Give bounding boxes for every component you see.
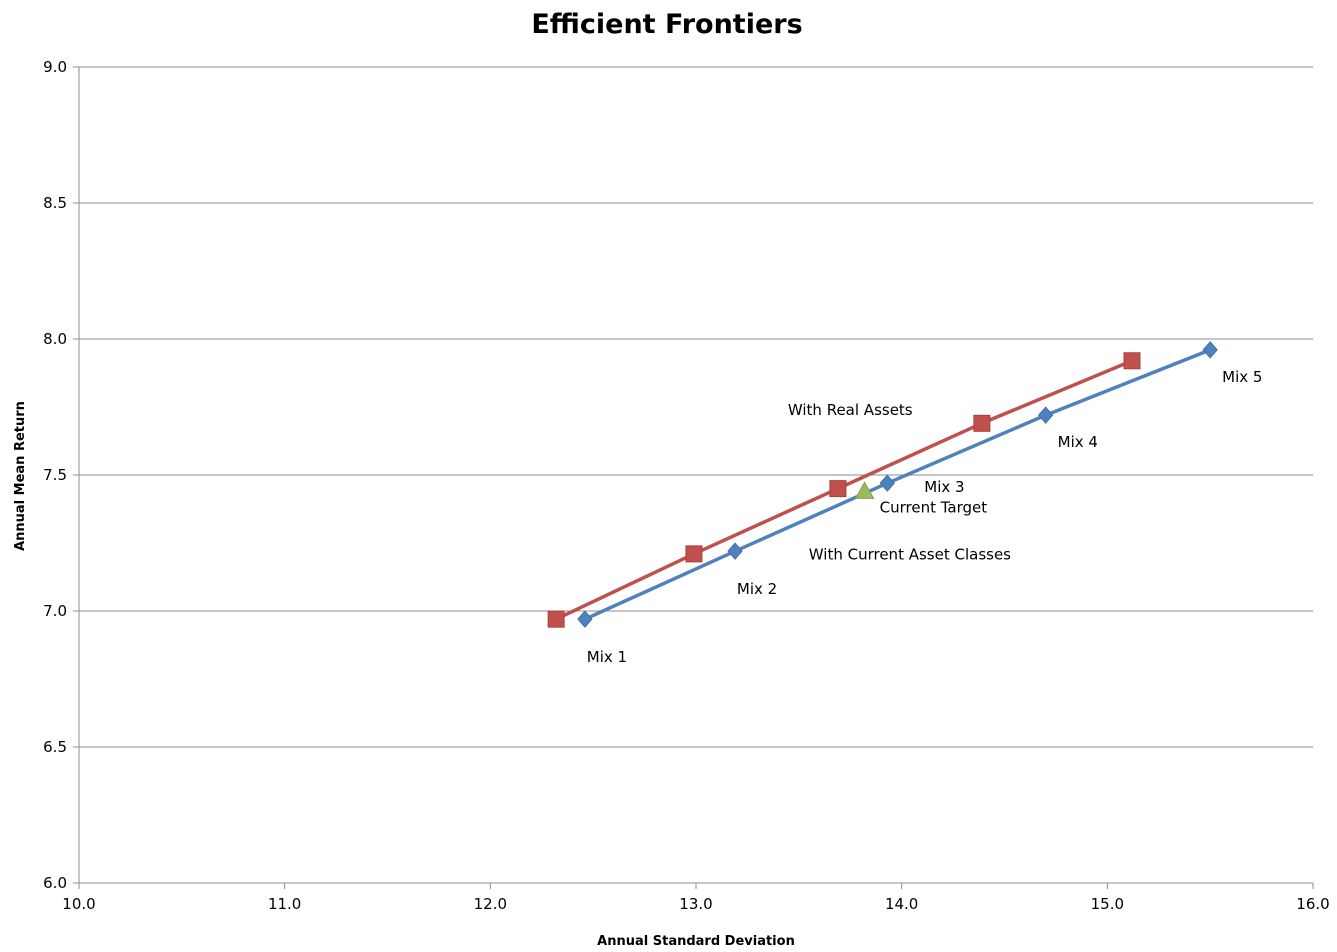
point-label: Mix 5: [1222, 368, 1262, 386]
y-tick-labels: 6.0 6.5 7.0 7.5 8.0 8.5 9.0: [43, 58, 67, 892]
point-label: Current Target: [880, 498, 988, 516]
y-tick-label: 9.0: [43, 58, 67, 76]
point-label: Mix 1: [587, 648, 627, 666]
x-tick-label: 13.0: [679, 895, 712, 913]
data-point-diamond: [1202, 341, 1218, 359]
data-point-square: [1123, 352, 1141, 370]
data-point-square: [973, 414, 991, 432]
data-point-square: [547, 610, 565, 628]
data-point-square: [685, 545, 703, 563]
y-tick-label: 6.5: [43, 738, 67, 756]
y-tick-label: 8.0: [43, 330, 67, 348]
data-point-square: [829, 480, 847, 498]
chart-title: Efficient Frontiers: [531, 9, 802, 40]
series-line: [584, 348, 1211, 621]
data-point-diamond: [1037, 406, 1054, 424]
series-with-real-assets: [547, 352, 1141, 628]
y-tick-label: 8.5: [43, 194, 67, 212]
data-point-triangle: [854, 481, 875, 499]
x-tick-label: 10.0: [62, 895, 95, 913]
y-tick-label: 7.5: [43, 466, 67, 484]
point-label: Mix 4: [1058, 433, 1098, 451]
gridlines: [79, 66, 1313, 884]
x-tick-label: 14.0: [885, 895, 918, 913]
x-axis-title: Annual Standard Deviation: [597, 934, 795, 949]
axes: [73, 66, 1314, 889]
point-label: Mix 3: [924, 478, 964, 496]
x-tick-label: 11.0: [268, 895, 301, 913]
x-tick-label: 15.0: [1091, 895, 1124, 913]
y-tick-label: 6.0: [43, 874, 67, 892]
data-point-diamond: [727, 542, 743, 560]
point-label: Mix 2: [737, 580, 777, 598]
x-tick-label: 16.0: [1296, 895, 1329, 913]
point-labels: Mix 1 Mix 2 Mix 3 Mix 4 Mix 5 Current Target W…: [587, 368, 1263, 666]
data-point-diamond: [577, 610, 593, 628]
series: [547, 341, 1218, 628]
x-tick-labels: 10.0 11.0 12.0 13.0 14.0 15.0 16.0: [62, 895, 1329, 913]
y-axis-title: Annual Mean Return: [13, 401, 28, 551]
series-with-current-asset-classes: [577, 341, 1218, 628]
annotation-label: With Real Assets: [788, 401, 913, 419]
y-tick-label: 7.0: [43, 602, 67, 620]
annotation-label: With Current Asset Classes: [809, 545, 1011, 563]
data-point-diamond: [879, 474, 895, 492]
series-current-target: [854, 481, 875, 499]
x-tick-label: 12.0: [474, 895, 507, 913]
